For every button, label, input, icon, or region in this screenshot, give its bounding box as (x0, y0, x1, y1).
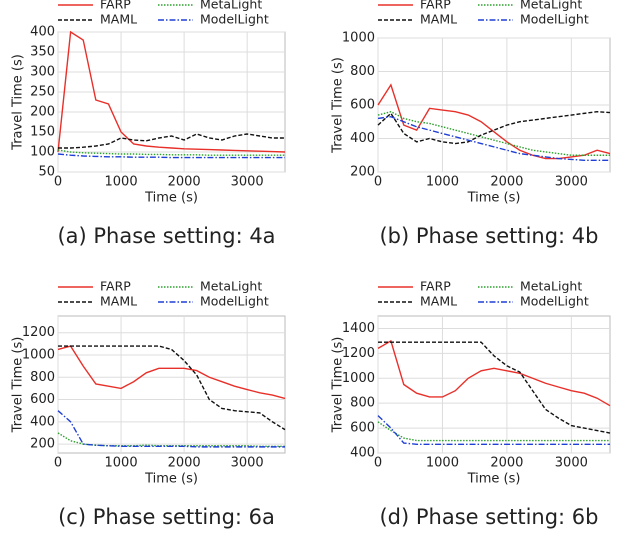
x-tick-label: 0 (374, 456, 382, 471)
legend-label: ModelLight (200, 294, 269, 309)
x-tick-label: 2000 (168, 456, 201, 471)
x-axis-label: Time (s) (467, 191, 521, 206)
x-tick-label: 1000 (105, 456, 138, 471)
legend-label: MAML (100, 12, 137, 27)
series-line (378, 341, 611, 434)
series-line (377, 110, 610, 156)
y-tick-label: 600 (350, 421, 375, 436)
y-axis-label: Travel Time (s) (331, 57, 346, 154)
series-line (57, 30, 286, 153)
y-axis-label: Travel Time (s) (11, 337, 26, 434)
legend-label: MAML (420, 12, 457, 27)
legend-label: MAML (420, 294, 457, 309)
series-line (57, 410, 285, 448)
legend-label: MetaLight (520, 0, 582, 12)
y-tick-label: 150 (30, 125, 55, 140)
x-tick-label: 0 (54, 456, 62, 471)
y-tick-label: 400 (30, 414, 55, 429)
y-tick-label: 400 (30, 25, 55, 40)
x-tick-label: 2000 (490, 175, 523, 190)
series-line (57, 345, 286, 400)
y-tick-label: 1200 (22, 325, 55, 340)
series-line (57, 149, 285, 156)
caption: (c) Phase setting: 6a (58, 505, 275, 529)
series-line (58, 345, 286, 431)
y-tick-label: 1400 (342, 321, 375, 336)
y-tick-label: 1000 (342, 371, 375, 386)
legend-label: ModelLight (520, 294, 589, 309)
legend-label: ModelLight (200, 12, 269, 27)
y-tick-label: 1000 (342, 31, 375, 46)
x-tick-label: 3000 (231, 456, 264, 471)
series-line (377, 415, 610, 445)
legend-label: FARP (100, 0, 131, 12)
x-tick-label: 3000 (555, 175, 588, 190)
legend-label: FARP (100, 279, 131, 294)
legend-label: FARP (420, 0, 451, 12)
x-axis-label: Time (s) (144, 191, 198, 206)
caption: (b) Phase setting: 4b (379, 224, 598, 248)
y-tick-label: 600 (30, 392, 55, 407)
series-line (377, 116, 610, 161)
series-line (377, 83, 611, 160)
y-tick-label: 800 (30, 370, 55, 385)
y-tick-label: 800 (350, 396, 375, 411)
x-tick-label: 3000 (231, 175, 264, 190)
y-tick-label: 300 (30, 65, 55, 80)
y-tick-label: 600 (350, 98, 375, 113)
plot-area (377, 315, 611, 454)
x-axis-label: Time (s) (144, 472, 198, 487)
plot-area (57, 315, 286, 454)
y-tick-label: 50 (38, 165, 55, 180)
x-tick-label: 0 (374, 175, 382, 190)
y-tick-label: 100 (30, 145, 55, 160)
y-tick-label: 200 (30, 437, 55, 452)
y-tick-label: 800 (350, 64, 375, 79)
caption: (d) Phase setting: 6b (379, 505, 598, 529)
x-tick-label: 3000 (555, 456, 588, 471)
series-line (58, 133, 285, 149)
legend-label: FARP (420, 279, 451, 294)
y-tick-label: 400 (350, 131, 375, 146)
x-tick-label: 1000 (426, 175, 459, 190)
legend-label: ModelLight (520, 12, 589, 27)
x-tick-label: 0 (54, 175, 62, 190)
caption: (a) Phase setting: 4a (57, 224, 275, 248)
x-tick-label: 1000 (426, 456, 459, 471)
series-line (377, 110, 611, 145)
y-tick-label: 200 (30, 105, 55, 120)
y-tick-label: 350 (30, 45, 55, 60)
y-axis-label: Travel Time (s) (331, 337, 346, 434)
legend-label: MetaLight (520, 279, 582, 294)
y-axis-label: Travel Time (s) (11, 54, 26, 151)
x-tick-label: 2000 (490, 456, 523, 471)
y-tick-label: 250 (30, 85, 55, 100)
x-tick-label: 2000 (168, 175, 201, 190)
y-tick-label: 1200 (342, 346, 375, 361)
y-tick-label: 400 (350, 446, 375, 461)
legend-label: MetaLight (200, 279, 262, 294)
legend-label: MetaLight (200, 0, 262, 12)
series-line (57, 153, 285, 159)
legend-label: MAML (100, 294, 137, 309)
series-line (377, 339, 611, 407)
series-line (377, 421, 610, 442)
y-tick-label: 200 (350, 165, 375, 180)
x-axis-label: Time (s) (467, 472, 521, 487)
x-tick-label: 1000 (105, 175, 138, 190)
y-tick-label: 1000 (22, 347, 55, 362)
